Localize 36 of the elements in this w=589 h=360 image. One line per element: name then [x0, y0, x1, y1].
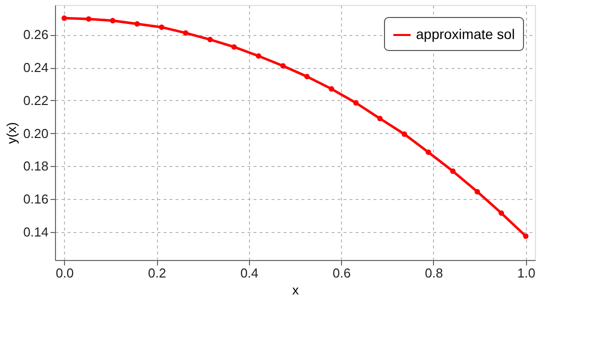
- point: [86, 16, 92, 22]
- point: [134, 21, 140, 27]
- point: [304, 74, 310, 80]
- legend-label: approximate sol: [416, 26, 515, 42]
- y-tick-label: 0.22: [23, 92, 48, 108]
- point: [328, 86, 334, 92]
- point: [523, 233, 529, 239]
- point: [498, 210, 504, 216]
- point: [182, 30, 188, 36]
- x-tick-label: 1.0: [517, 266, 536, 280]
- y-axis-title: y(x): [4, 122, 20, 144]
- y-tick-label: 0.20: [23, 126, 48, 141]
- y-tick-label: 0.14: [23, 224, 48, 240]
- y-tick-label: 0.16: [23, 192, 48, 207]
- x-tick-label: 0.2: [148, 266, 166, 280]
- point: [402, 131, 408, 137]
- point: [158, 24, 164, 30]
- x-tick-label: 0.4: [240, 266, 258, 280]
- point: [353, 100, 359, 106]
- point: [450, 168, 456, 174]
- x-axis-title: x: [292, 282, 300, 298]
- y-tick-label: 0.24: [23, 60, 48, 76]
- point: [280, 63, 286, 69]
- point: [207, 36, 213, 42]
- x-tick-label: 0.6: [332, 266, 351, 280]
- point: [231, 44, 237, 50]
- x-tick-label: 0.8: [424, 266, 443, 280]
- point: [256, 53, 262, 59]
- point: [61, 15, 67, 21]
- y-tick-label: 0.26: [23, 27, 48, 42]
- point: [474, 188, 480, 194]
- point: [426, 150, 432, 155]
- point: [377, 116, 383, 122]
- point: [110, 18, 116, 24]
- x-tick-label: 0.0: [56, 266, 74, 280]
- y-tick-label: 0.18: [23, 158, 48, 174]
